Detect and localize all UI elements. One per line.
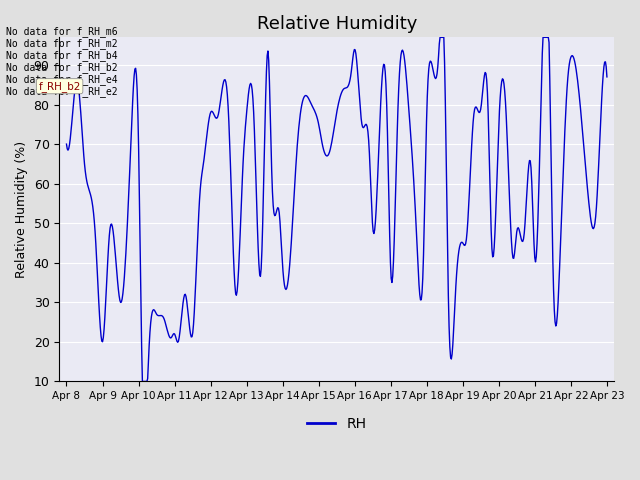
Title: Relative Humidity: Relative Humidity bbox=[257, 15, 417, 33]
Text: No data for f_RH_b4: No data for f_RH_b4 bbox=[6, 49, 118, 60]
Text: No data for f_RH_e2: No data for f_RH_e2 bbox=[6, 85, 118, 96]
Text: No data for f_RH_b2: No data for f_RH_b2 bbox=[6, 61, 118, 72]
Text: No data for f_RH_m6: No data for f_RH_m6 bbox=[6, 25, 118, 36]
Y-axis label: Relative Humidity (%): Relative Humidity (%) bbox=[15, 141, 28, 278]
Legend: RH: RH bbox=[301, 411, 372, 436]
Text: No data for f_RH_m2: No data for f_RH_m2 bbox=[6, 37, 118, 48]
Text: No data for f_RH_e4: No data for f_RH_e4 bbox=[6, 73, 118, 84]
Text: f_RH_b2: f_RH_b2 bbox=[38, 81, 81, 92]
